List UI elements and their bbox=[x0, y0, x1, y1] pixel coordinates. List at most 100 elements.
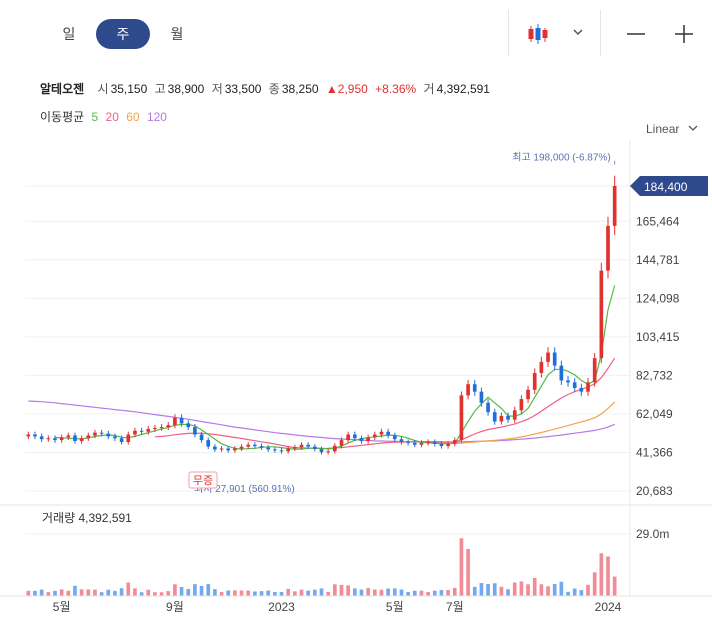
volume-bar bbox=[46, 592, 51, 596]
candle-body bbox=[552, 352, 557, 366]
volume-value: 4,392,591 bbox=[436, 82, 490, 96]
candle-body bbox=[93, 432, 97, 436]
ma20-line bbox=[154, 357, 616, 450]
x-tick-label: 2024 bbox=[595, 600, 622, 614]
ma120-line bbox=[28, 400, 615, 443]
volume-bar bbox=[266, 590, 271, 596]
candle-body bbox=[153, 427, 157, 429]
candle-body bbox=[99, 432, 104, 434]
candle-body bbox=[472, 384, 477, 392]
change-value: ▲2,950 bbox=[325, 82, 368, 96]
candle-body bbox=[392, 435, 397, 440]
candle-body bbox=[79, 438, 84, 442]
scale-label: Linear bbox=[646, 122, 680, 136]
candle-body bbox=[213, 446, 217, 450]
volume-bar bbox=[119, 588, 124, 596]
volume-bar bbox=[346, 585, 350, 596]
candle-body bbox=[106, 433, 111, 437]
chevron-down-icon bbox=[688, 125, 698, 131]
volume-bar bbox=[253, 591, 257, 596]
candle-body bbox=[479, 391, 484, 403]
volume-bar bbox=[299, 589, 304, 596]
candle-body bbox=[499, 415, 504, 422]
volume-bar bbox=[526, 584, 530, 596]
volume-bar bbox=[386, 588, 390, 596]
candle-body bbox=[366, 437, 370, 442]
volume-bar bbox=[166, 591, 171, 596]
volume-bar bbox=[246, 590, 251, 596]
volume-bar bbox=[379, 589, 384, 596]
volume-bar bbox=[519, 581, 524, 596]
stock-summary: 알테오젠 시 35,150 고 38,900 저 33,500 종 38,250 ▲2,… bbox=[40, 80, 490, 97]
volume-bar bbox=[486, 584, 490, 596]
volume-bar bbox=[226, 590, 231, 596]
tab-weekly[interactable]: 주 bbox=[96, 19, 150, 49]
candle-body bbox=[319, 449, 324, 453]
candle-body bbox=[326, 451, 330, 453]
volume-bar bbox=[599, 553, 604, 596]
ma20-legend: 20 bbox=[105, 110, 119, 124]
volume-bar bbox=[326, 591, 330, 596]
tab-daily[interactable]: 일 bbox=[62, 26, 76, 42]
current-price-tag bbox=[630, 176, 708, 196]
volume-bar bbox=[239, 590, 244, 596]
volume-bar bbox=[566, 591, 570, 596]
candle-body bbox=[526, 389, 530, 400]
candle-body bbox=[39, 436, 44, 440]
volume-bar bbox=[173, 584, 177, 596]
candle-body bbox=[219, 448, 224, 450]
candle-body bbox=[486, 402, 490, 413]
candle-body bbox=[113, 436, 117, 439]
candle-body bbox=[179, 417, 184, 424]
volume-bar bbox=[259, 591, 264, 596]
scale-selector[interactable]: Linear bbox=[646, 122, 699, 136]
volume-bar bbox=[572, 588, 577, 596]
event-label: 무증 bbox=[193, 475, 213, 487]
close-label: 종 bbox=[268, 82, 280, 96]
volume-bar bbox=[392, 588, 397, 596]
volume-bar bbox=[332, 584, 337, 596]
x-tick-label: 2023 bbox=[268, 600, 295, 614]
volume-bar bbox=[452, 587, 457, 596]
chart-type-selector[interactable] bbox=[526, 20, 588, 48]
volume-bar bbox=[359, 589, 364, 596]
candle-body bbox=[466, 384, 470, 396]
candle-body bbox=[506, 415, 510, 420]
candle-body bbox=[199, 434, 204, 441]
volume-bar bbox=[512, 582, 517, 596]
candle-body bbox=[59, 437, 64, 441]
volume-bar bbox=[86, 589, 91, 596]
zoom-in-button[interactable] bbox=[672, 20, 696, 48]
candle-body bbox=[173, 417, 177, 426]
volume-bar bbox=[319, 588, 324, 596]
volume-bar bbox=[153, 592, 157, 596]
volume-bar bbox=[233, 590, 237, 596]
y-tick-label: 165,464 bbox=[636, 214, 680, 228]
volume-bar bbox=[559, 581, 564, 596]
volume-bar bbox=[459, 538, 464, 596]
candle-body bbox=[239, 446, 244, 449]
candle-body bbox=[332, 445, 337, 452]
volume-label: 거 bbox=[423, 82, 435, 96]
chart-toolbar: 일 주 월 bbox=[0, 0, 712, 66]
tab-monthly[interactable]: 월 bbox=[170, 26, 184, 42]
zoom-out-button[interactable] bbox=[624, 20, 648, 48]
volume-bar bbox=[492, 583, 497, 596]
y-tick-label: 124,098 bbox=[636, 291, 680, 305]
volume-bar bbox=[133, 588, 137, 596]
candle-body bbox=[159, 427, 164, 429]
candle-body bbox=[46, 438, 51, 440]
high-value: 38,900 bbox=[167, 82, 205, 96]
candle-body bbox=[566, 380, 570, 383]
volume-bar bbox=[439, 590, 444, 596]
candle-body bbox=[459, 395, 464, 441]
volume-bar bbox=[126, 582, 131, 596]
volume-bar bbox=[606, 556, 610, 596]
candle-body bbox=[33, 434, 37, 437]
volume-bar bbox=[186, 588, 191, 596]
candle-body bbox=[419, 442, 424, 445]
volume-bar bbox=[146, 589, 151, 596]
candle-body bbox=[579, 387, 584, 392]
volume-bar bbox=[352, 588, 357, 596]
